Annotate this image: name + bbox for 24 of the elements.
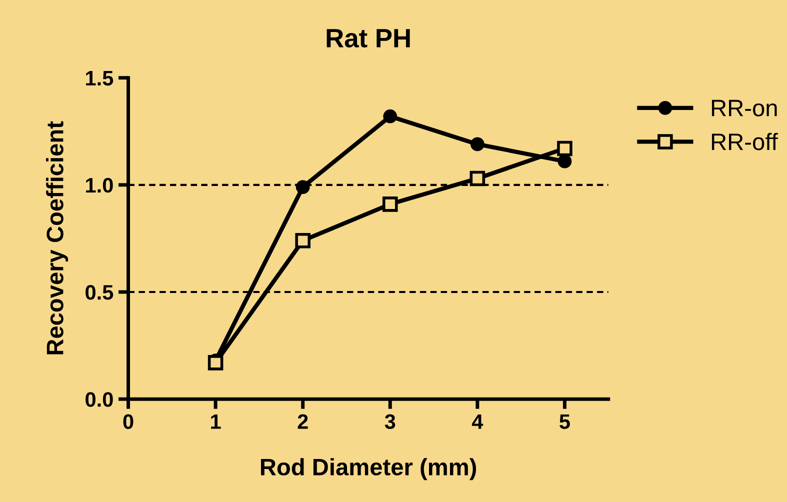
- point: [470, 137, 484, 152]
- point: [382, 196, 398, 212]
- x-tick-label: 2: [298, 414, 308, 429]
- x-tick-label: 0: [123, 414, 134, 429]
- point: [296, 180, 310, 194]
- point: [470, 170, 486, 186]
- x-axis-title: Rod Diameter (mm): [261, 458, 476, 480]
- point: [295, 232, 310, 248]
- x-tick-label: 1: [211, 414, 221, 429]
- chart-title: Rat PH: [326, 29, 410, 48]
- point: [558, 154, 572, 168]
- y-axis-title: Recovery Coefficient: [46, 121, 68, 354]
- x-tick-label: 3: [384, 414, 396, 430]
- y-tick-label: 1.0: [86, 178, 113, 193]
- y-tick-label: 0.5: [86, 285, 114, 300]
- y-tick-label: 1.5: [86, 71, 114, 86]
- point: [208, 355, 224, 370]
- legend-label: RR-on: [712, 100, 777, 116]
- x-tick-label: 5: [560, 414, 570, 429]
- point: [557, 140, 572, 156]
- x-tick-label: 4: [472, 414, 484, 429]
- point: [383, 109, 398, 124]
- legend-label: RR-off: [712, 132, 778, 150]
- y-tick-label: 0.0: [86, 392, 113, 407]
